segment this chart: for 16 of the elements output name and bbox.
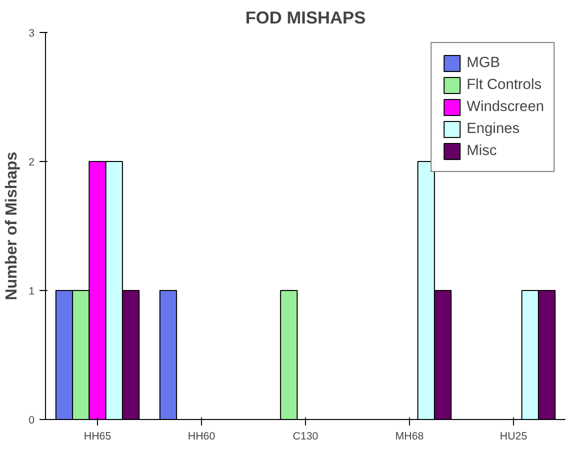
- x-tick-label: HU25: [500, 430, 528, 442]
- y-tick-label: 0: [28, 414, 35, 426]
- legend-label: Windscreen: [466, 99, 544, 115]
- x-tick-label: HH65: [84, 430, 112, 442]
- x-tick-label: HH60: [188, 430, 216, 442]
- chart-title: FOD MISHAPS: [245, 8, 366, 28]
- legend-label: Misc: [466, 143, 497, 159]
- legend-label: Engines: [466, 121, 520, 137]
- y-tick-label: 3: [28, 28, 35, 40]
- x-tick-label: C130: [292, 430, 318, 442]
- legend-label: MGB: [466, 55, 500, 71]
- y-tick-label: 2: [28, 156, 35, 168]
- legend-label: Flt Controls: [466, 77, 542, 93]
- y-axis-title: Number of Mishaps: [4, 152, 21, 300]
- x-tick-label: MH68: [395, 430, 424, 442]
- y-tick-label: 1: [28, 286, 35, 298]
